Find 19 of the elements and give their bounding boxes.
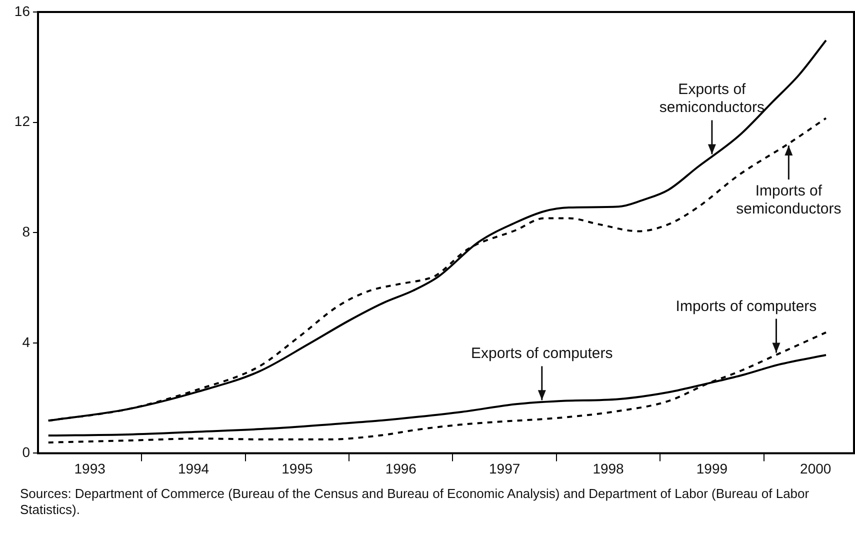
y-tick-label: 8 <box>22 223 30 240</box>
x-tick-label: 1999 <box>696 460 728 476</box>
annotation: Exports of computers <box>471 345 613 362</box>
y-tick-label: 4 <box>22 334 30 350</box>
annotation: Exports of semiconductors <box>659 81 764 116</box>
x-tick-label: 1995 <box>282 460 313 476</box>
annotation: Imports of semiconductors <box>736 182 842 218</box>
annotation: Imports of computers <box>676 298 817 315</box>
line-series <box>47 331 828 444</box>
x-tick-label: 1993 <box>74 460 106 476</box>
source-note: Sources: Department of Commerce (Bureau of the Census and Bureau of Economic Analysis) and Department of Labor (Bureau of Labor Statistics). <box>20 486 810 518</box>
y-tick-label: 12 <box>14 113 30 130</box>
y-tick-label: 0 <box>22 444 30 460</box>
x-tick-label: 1994 <box>178 460 210 476</box>
x-tick-label: 2000 <box>800 460 832 476</box>
x-tick-label: 1997 <box>489 460 520 476</box>
x-tick-label: 1996 <box>385 460 417 476</box>
y-tick-label: 16 <box>14 2 30 19</box>
x-tick-label: 1998 <box>592 460 624 476</box>
